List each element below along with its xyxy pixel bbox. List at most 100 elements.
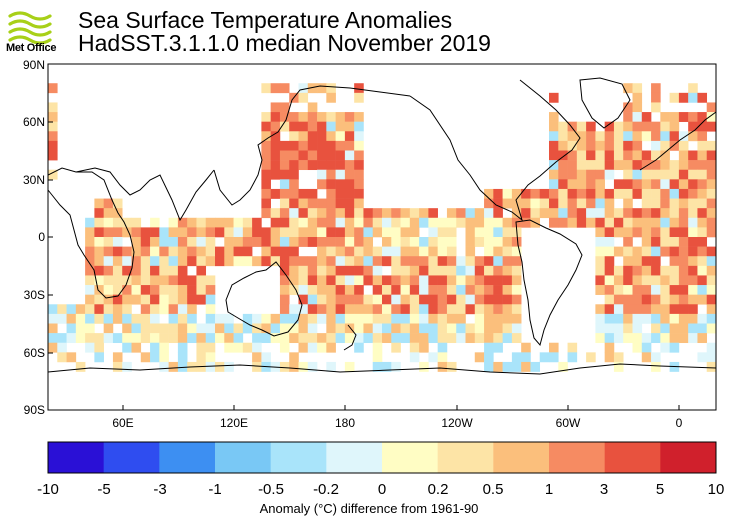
anomaly-cell [252,217,262,228]
anomaly-cell [317,217,327,228]
anomaly-cell [409,237,420,247]
lat-label: 60N [22,115,45,129]
anomaly-cell [48,313,58,324]
colorbar-tick-label: 1 [544,481,554,498]
colorbar-segment [270,442,327,473]
anomaly-cell [632,275,643,286]
anomaly-cell [437,246,448,257]
anomaly-cell [446,227,457,238]
anomaly-cell [233,217,244,228]
coastline-europe [639,111,716,171]
anomaly-cell [224,333,234,344]
anomaly-cell [409,304,420,315]
anomaly-cell [326,217,336,228]
anomaly-cell [94,352,104,363]
anomaly-cell [623,150,633,161]
anomaly-cell [242,227,253,238]
anomaly-cell [474,333,485,344]
anomaly-cell [697,217,708,228]
anomaly-cell [344,217,355,228]
anomaly-cell [85,304,95,315]
anomaly-cell [697,256,708,267]
anomaly-cell [150,275,160,286]
anomaly-cell [215,323,225,334]
anomaly-cell [613,227,624,238]
anomaly-cell [567,217,578,228]
anomaly-cell [669,227,680,238]
anomaly-cell [400,265,411,276]
anomaly-cell [484,304,494,315]
anomaly-cell [623,323,633,334]
anomaly-cell [632,256,643,267]
anomaly-cell [233,323,244,334]
anomaly-cell [326,131,336,142]
anomaly-cell [706,256,716,267]
anomaly-cell [660,227,670,238]
anomaly-cell [344,313,355,324]
anomaly-cell [261,179,271,190]
anomaly-cell [344,265,355,276]
anomaly-cell [493,246,503,257]
anomaly-cell [651,352,661,363]
anomaly-cell [289,227,299,238]
anomaly-cell [549,150,559,161]
coastline-australia [225,261,303,337]
anomaly-cell [632,160,643,171]
anomaly-cell [465,265,476,276]
anomaly-cell [289,352,299,363]
anomaly-cell [465,256,476,267]
anomaly-cell [521,342,531,353]
anomaly-cell [632,227,643,238]
anomaly-cell [558,160,568,171]
anomaly-cell [511,323,522,334]
anomaly-cell [75,313,86,324]
anomaly-cell [177,304,188,315]
anomaly-cell [623,208,633,219]
anomaly-cell [493,256,503,267]
anomaly-cell [307,333,318,344]
anomaly-cell [465,275,476,286]
anomaly-cell [437,323,448,334]
anomaly-cell [706,150,716,161]
anomaly-cell [122,246,132,257]
anomaly-cell [511,294,522,305]
anomaly-cell [289,112,299,122]
anomaly-cell [632,265,643,276]
lat-label: 60S [23,346,45,360]
anomaly-cell [586,140,596,151]
anomaly-cell [678,323,689,334]
anomaly-cell [382,323,392,334]
anomaly-cell [437,237,448,247]
anomaly-cell [57,342,67,353]
anomaly-cell [678,169,689,180]
anomaly-cell [279,208,290,219]
anomaly-cell [493,304,503,315]
anomaly-cell [66,304,77,315]
anomaly-cell [549,92,559,103]
anomaly-cell [632,333,643,344]
anomaly-cell [641,179,652,190]
anomaly-cell [604,208,615,219]
anomaly-cell [697,131,708,142]
anomaly-cell [131,227,142,238]
anomaly-cell [270,256,281,267]
anomaly-cell [270,208,281,219]
anomaly-cell [697,333,708,344]
anomaly-cell [530,208,541,219]
anomaly-cell [196,275,207,286]
anomaly-cell [493,323,503,334]
anomaly-cell [409,313,420,324]
anomaly-cell [75,333,86,344]
anomaly-cell [493,285,503,295]
anomaly-cell [307,83,318,94]
anomaly-cell [335,333,346,344]
anomaly-cell [279,361,290,372]
anomaly-cell [270,237,281,247]
anomaly-cell [586,179,596,190]
anomaly-cell [641,352,652,363]
coastline-north-america [409,79,581,222]
anomaly-cell [335,160,346,171]
anomaly-cell [632,217,643,228]
anomaly-cell [623,333,633,344]
anomaly-cell [261,208,271,219]
